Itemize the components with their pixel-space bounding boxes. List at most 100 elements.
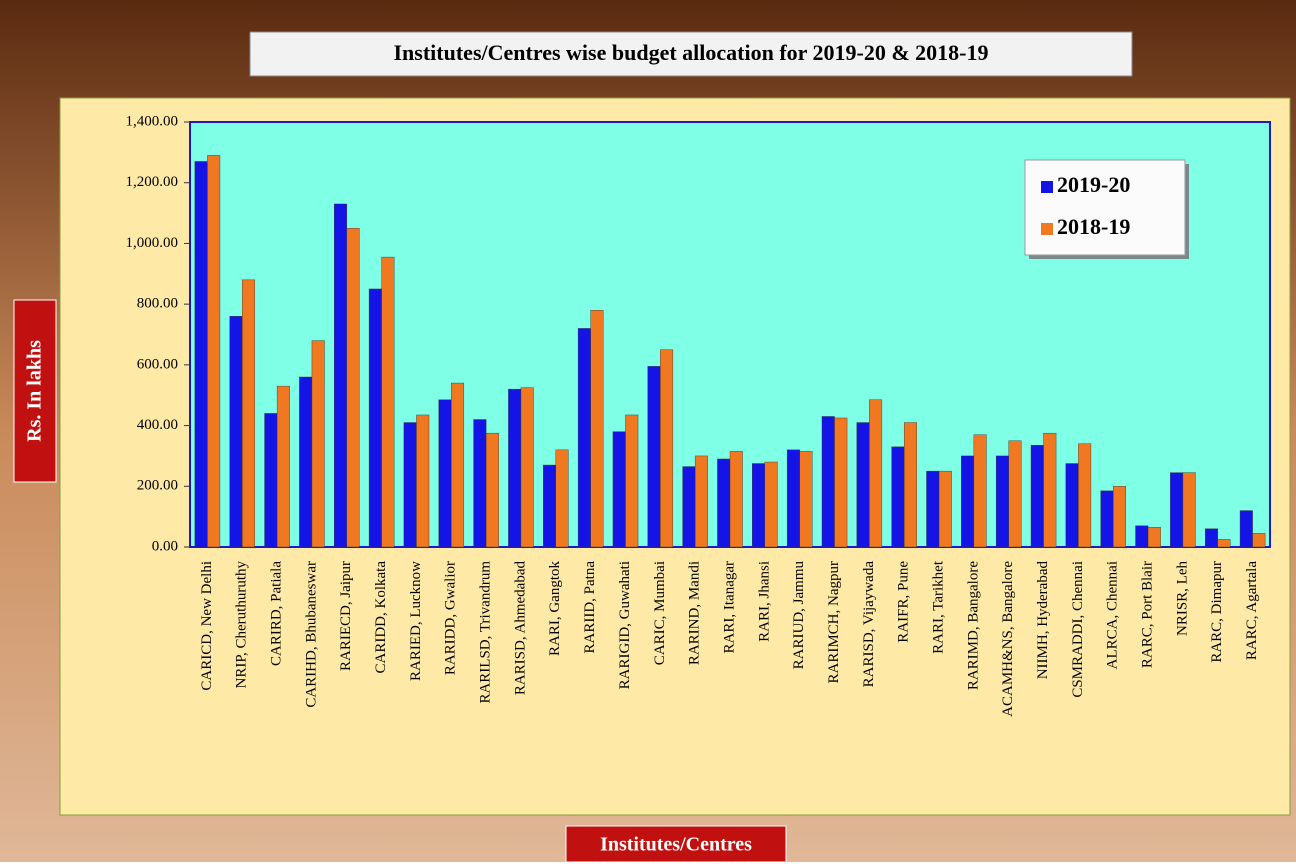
bar bbox=[1030, 445, 1044, 548]
bar bbox=[729, 451, 743, 548]
bar bbox=[368, 288, 382, 548]
x-tick-label: RARIGID, Guwahati bbox=[617, 561, 633, 689]
x-tick-label: CARIRD, Patiala bbox=[269, 561, 285, 666]
bar bbox=[764, 461, 778, 548]
bar bbox=[207, 155, 221, 548]
bar bbox=[451, 382, 465, 548]
x-tick-label: RAIFR, Pune bbox=[896, 561, 912, 643]
bar bbox=[1239, 510, 1253, 548]
x-tick-label: RARILSD, Trivandrum bbox=[478, 561, 494, 704]
x-tick-label: RARISD, Vijaywada bbox=[861, 561, 877, 688]
bar bbox=[1065, 463, 1079, 548]
bar bbox=[276, 385, 290, 548]
bar bbox=[752, 463, 766, 548]
bar bbox=[311, 340, 325, 548]
legend-label: 2019-20 bbox=[1057, 172, 1130, 197]
bar bbox=[891, 446, 905, 548]
x-tick-label: RARIID, Patna bbox=[582, 561, 598, 654]
y-tick-label: 1,000.00 bbox=[126, 235, 179, 251]
y-label-box bbox=[13, 299, 57, 483]
bar bbox=[926, 470, 940, 548]
bar bbox=[264, 413, 278, 548]
bar bbox=[799, 451, 813, 548]
bar bbox=[1204, 528, 1218, 548]
bar bbox=[1135, 525, 1149, 548]
x-tick-label: RARI, Itanagar bbox=[721, 561, 737, 653]
x-tick-label: RARI, Tarikhet bbox=[930, 560, 946, 654]
x-tick-label: RARIDD, Gwalior bbox=[443, 561, 459, 675]
x-tick-label: CARIDD, Kolkata bbox=[373, 561, 389, 674]
bar bbox=[1170, 472, 1184, 548]
bar bbox=[973, 434, 987, 548]
bar bbox=[834, 417, 848, 548]
bar bbox=[438, 399, 452, 548]
title-box bbox=[249, 31, 1133, 77]
x-tick-label: CARIHD, Bhubaneswar bbox=[303, 561, 319, 708]
bar bbox=[416, 414, 430, 548]
x-axis-label: Institutes/Centres bbox=[600, 834, 752, 856]
x-tick-label: NRISR, Leh bbox=[1174, 561, 1190, 637]
bar bbox=[1147, 527, 1161, 548]
x-tick-label: RARI, Gangtok bbox=[547, 561, 563, 656]
legend-label: 2018-19 bbox=[1057, 214, 1130, 239]
bar bbox=[508, 388, 522, 548]
bar bbox=[520, 387, 534, 548]
y-tick-label: 600.00 bbox=[137, 356, 178, 372]
y-tick-label: 400.00 bbox=[137, 417, 178, 433]
x-tick-label: NRIP, Cheruthuruthy bbox=[234, 561, 250, 689]
y-tick-label: 1,200.00 bbox=[126, 174, 179, 190]
x-tick-label: RARIUD, Jammu bbox=[791, 561, 807, 670]
x-tick-label: CARICD, New Delhi bbox=[199, 561, 215, 691]
bar bbox=[612, 431, 626, 548]
x-tick-label: RARIED, Lucknow bbox=[408, 561, 424, 681]
x-tick-label: CARIC, Mumbai bbox=[652, 561, 668, 665]
bar bbox=[647, 366, 661, 548]
bar bbox=[381, 256, 395, 548]
legend bbox=[1024, 159, 1186, 256]
bar bbox=[577, 328, 591, 548]
x-tick-label: RARC, Port Blair bbox=[1140, 561, 1156, 668]
x-tick-label: RARI, Jhansi bbox=[756, 561, 772, 642]
bar bbox=[403, 422, 417, 548]
y-tick-label: 0.00 bbox=[152, 538, 178, 554]
bar bbox=[1113, 486, 1126, 548]
legend-swatch bbox=[1041, 223, 1053, 235]
bar bbox=[555, 449, 569, 548]
x-tick-label: RARIECD, Jaipur bbox=[338, 561, 354, 671]
x-tick-label: CSMRADDI, Chennai bbox=[1070, 561, 1086, 698]
x-tick-label: RARIMD, Bangalore bbox=[965, 561, 981, 690]
bar bbox=[1182, 472, 1196, 548]
bar bbox=[229, 316, 243, 548]
bar bbox=[543, 464, 557, 548]
y-tick-label: 1,400.00 bbox=[126, 113, 179, 129]
x-tick-label: ALRCA, Chennai bbox=[1105, 561, 1121, 669]
bar bbox=[938, 470, 952, 548]
bar bbox=[1043, 432, 1057, 548]
y-tick-label: 800.00 bbox=[137, 296, 178, 312]
bar bbox=[590, 310, 604, 548]
y-tick-label: 200.00 bbox=[137, 478, 178, 494]
bar bbox=[995, 455, 1009, 548]
chart-title: Institutes/Centres wise budget allocatio… bbox=[394, 40, 989, 65]
x-tick-label: RARIMCH, Nagpur bbox=[826, 561, 842, 684]
bar bbox=[961, 455, 975, 548]
bar bbox=[821, 416, 835, 548]
bar bbox=[717, 458, 731, 548]
bar bbox=[786, 449, 800, 548]
y-axis-label: Rs. In lakhs bbox=[24, 340, 46, 442]
legend-swatch bbox=[1041, 181, 1053, 193]
bar bbox=[694, 455, 708, 548]
bar bbox=[1217, 539, 1231, 548]
bar bbox=[194, 161, 208, 548]
bar bbox=[869, 399, 883, 548]
bar bbox=[346, 228, 360, 548]
bar bbox=[334, 203, 347, 548]
bar bbox=[473, 419, 487, 548]
bar bbox=[625, 414, 639, 548]
bar bbox=[1100, 490, 1114, 548]
x-tick-label: ACAMH&NS, Bangalore bbox=[1000, 561, 1016, 717]
x-tick-label: NIIMH, Hyderabad bbox=[1035, 561, 1051, 680]
bar bbox=[1252, 533, 1266, 548]
x-tick-label: RARC, Dimapur bbox=[1209, 561, 1225, 663]
